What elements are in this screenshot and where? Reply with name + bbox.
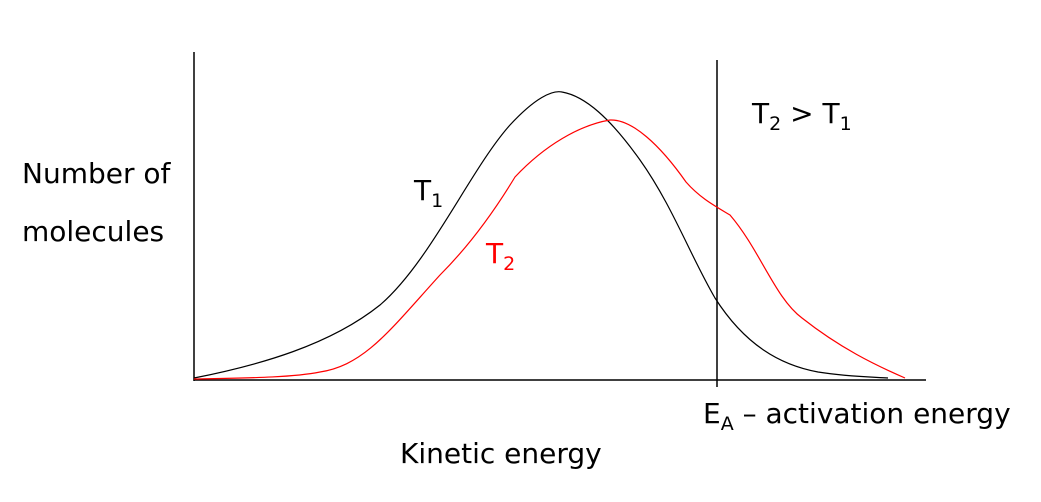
relation-operator: >: [781, 97, 823, 130]
y-axis-label-line2: molecules: [22, 215, 165, 248]
t1-subscript: 1: [431, 190, 444, 212]
ea-symbol: E: [703, 397, 721, 430]
t2-symbol: T: [486, 237, 504, 270]
t1-symbol: T: [414, 174, 432, 207]
t2-subscript: 2: [503, 253, 516, 275]
relation-right-symbol: T: [822, 97, 840, 130]
t1-curve: [193, 91, 889, 379]
relation-right-subscript: 1: [839, 113, 852, 135]
ea-text: – activation energy: [733, 397, 1011, 430]
y-axis-label-line1: Number of: [22, 157, 171, 190]
relation-left-subscript: 2: [769, 113, 782, 135]
temperature-relation-label: T2 > T1: [752, 97, 852, 134]
t1-curve-label: T1: [414, 174, 443, 211]
t2-curve: [193, 119, 906, 380]
relation-left-symbol: T: [752, 97, 770, 130]
ea-subscript: A: [720, 413, 734, 435]
x-axis-label: Kinetic energy: [400, 437, 602, 470]
activation-energy-label: EA – activation energy: [703, 397, 1011, 434]
t2-curve-label: T2: [486, 237, 515, 274]
